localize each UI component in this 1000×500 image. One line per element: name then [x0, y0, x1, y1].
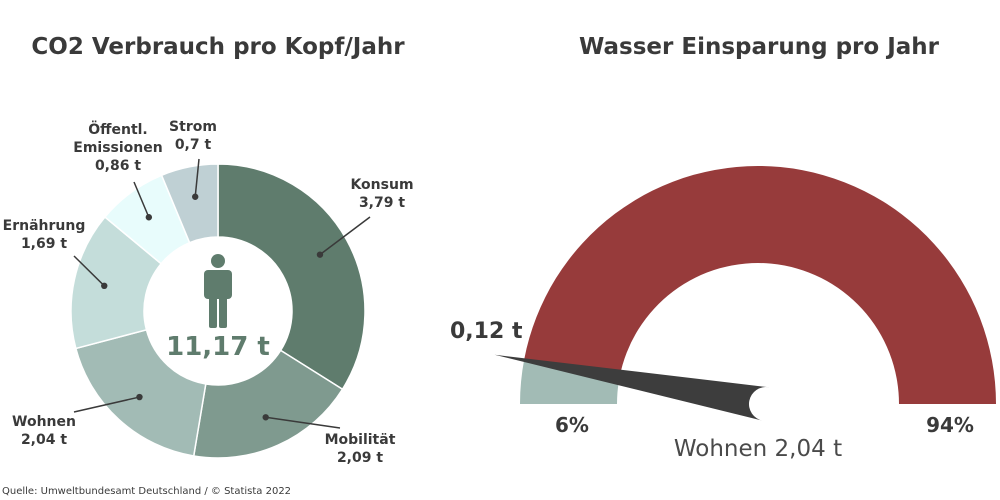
leader-line-offentl-emissionen — [133, 181, 150, 218]
co2-donut-chart — [70, 163, 366, 459]
water-chart-title: Wasser Einsparung pro Jahr — [578, 34, 939, 60]
co2-slice-labels: Konsum 3,79 t Mobilität 2,09 t Wohnen 2,04 t E… — [3, 119, 414, 466]
donut-slice-wohnen — [74, 328, 207, 457]
donut-label-mobilitat: Mobilität 2,09 t — [325, 432, 396, 466]
gauge-needle — [494, 354, 770, 421]
donut-slice-mobilitat — [192, 349, 344, 459]
gauge-segment-label-left: 6% — [555, 413, 589, 437]
gauge-segment-94 — [524, 166, 996, 404]
donut-label-wohnen: Wohnen 2,04 t — [12, 414, 76, 448]
donut-label-ernahrung: Ernährung 1,69 t — [3, 218, 86, 252]
gauge-value-label: 0,12 t — [450, 319, 523, 344]
leader-line-strom — [194, 158, 200, 197]
water-gauge-chart — [494, 166, 996, 421]
gauge-segment-6 — [520, 359, 620, 404]
donut-label-strom: Strom 0,7 t — [169, 119, 217, 153]
source-note: Quelle: Umweltbundesamt Deutschland / © … — [2, 486, 292, 497]
leader-dot-wohnen — [136, 393, 143, 401]
leader-dot-offentl-emissionen — [145, 214, 153, 221]
co2-chart-title: CO2 Verbrauch pro Kopf/Jahr — [31, 34, 405, 60]
leader-dot-konsum — [316, 251, 324, 258]
donut-label-konsum: Konsum 3,79 t — [350, 177, 413, 211]
donut-slice-konsum — [217, 163, 366, 391]
leader-dot-strom — [192, 193, 199, 200]
leader-line-mobilitat — [265, 416, 341, 429]
gauge-segment-label-right: 94% — [926, 413, 974, 437]
person-icon — [204, 254, 232, 328]
leader-line-wohnen — [73, 396, 140, 413]
donut-label-offentl-emissionen: Öffentl. Emissionen 0,86 t — [73, 120, 162, 174]
leader-line-ernahrung — [73, 255, 105, 287]
gauge-total-label: Wohnen 2,04 t — [674, 436, 842, 462]
co2-total-label: 11,17 t — [166, 332, 270, 362]
leader-dot-ernahrung — [101, 282, 108, 290]
leader-line-konsum — [319, 216, 371, 256]
leader-dot-mobilitat — [262, 414, 269, 421]
donut-slice-strom — [160, 163, 219, 244]
